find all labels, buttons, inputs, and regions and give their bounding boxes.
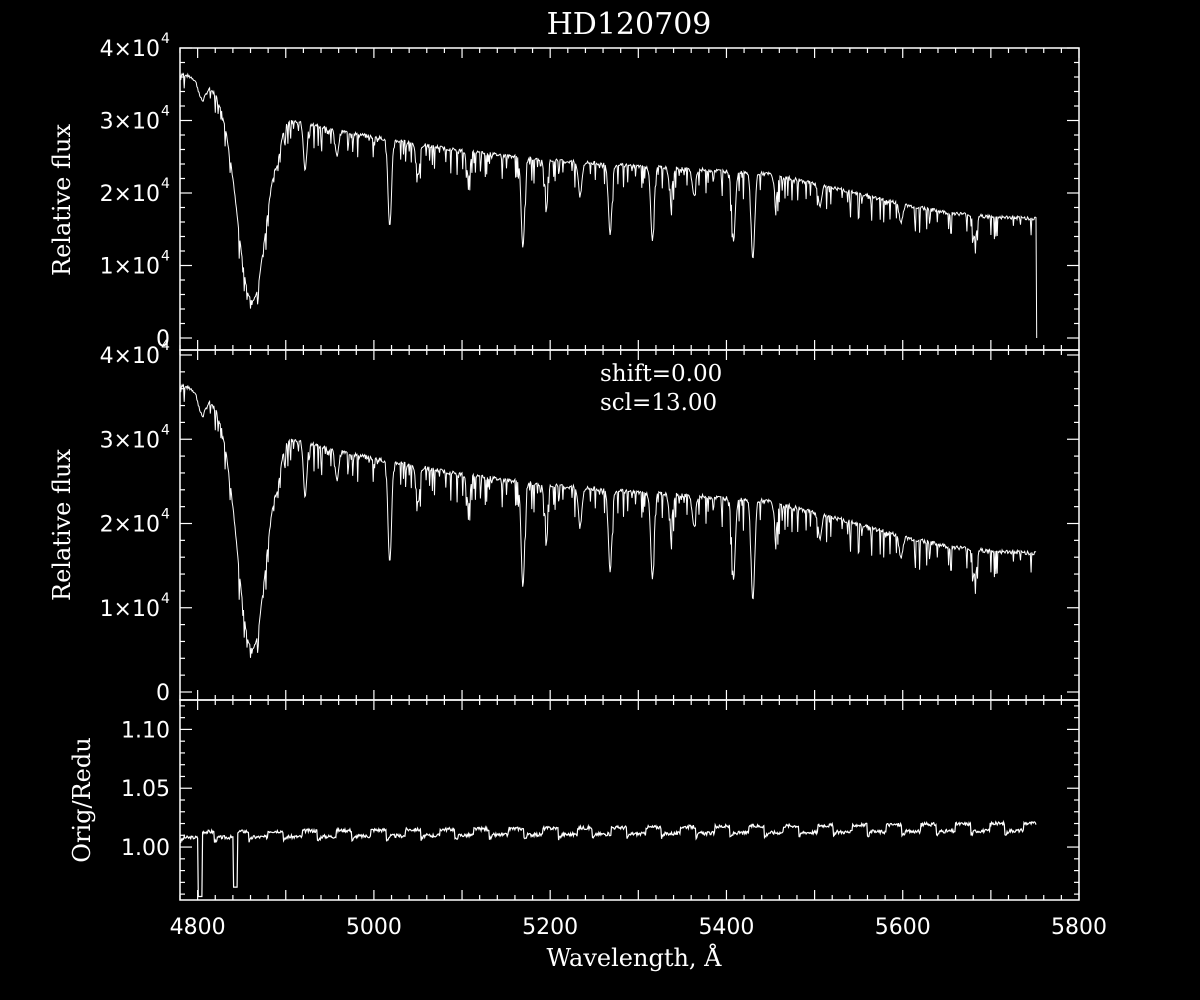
y-tick-label: 2×10	[100, 513, 160, 538]
y-tick-label: 0	[156, 681, 170, 706]
x-axis-label: Wavelength, Å	[546, 943, 722, 972]
y-tick-label-exponent: 4	[161, 31, 170, 47]
y-tick-label-exponent: 4	[161, 249, 170, 265]
y-tick-label: 0	[156, 327, 170, 352]
x-tick-label: 5000	[346, 915, 402, 940]
y-tick-label: 3×10	[100, 110, 160, 135]
panel-frame-1	[179, 47, 1080, 351]
spectrum-series-p2	[179, 383, 1037, 658]
y-tick-label-exponent: 4	[161, 507, 170, 523]
x-tick-label: 5400	[698, 915, 754, 940]
chart-title: HD120709	[547, 7, 712, 42]
y-tick-label-exponent: 4	[161, 176, 170, 192]
x-tick-label: 5800	[1051, 915, 1107, 940]
x-tick-label: 5200	[522, 915, 578, 940]
ratio-series	[179, 819, 1037, 898]
y-tick-label: 4×10	[100, 37, 160, 62]
y-tick-label: 1×10	[100, 597, 160, 622]
y-axis-label-p1: Relative flux	[48, 124, 76, 276]
y-axis-label-p2: Relative flux	[48, 449, 76, 601]
y-tick-label-exponent: 4	[161, 104, 170, 120]
y-tick-label: 1.05	[121, 777, 170, 802]
y-tick-label-exponent: 4	[161, 338, 170, 354]
y-tick-label: 1.00	[121, 836, 170, 861]
y-tick-label: 3×10	[100, 428, 160, 453]
y-tick-label-exponent: 4	[161, 422, 170, 438]
y-tick-label: 4×10	[100, 344, 160, 369]
y-tick-label: 1.10	[121, 718, 170, 743]
annotation-shift: shift=0.00	[600, 361, 722, 387]
y-tick-label: 2×10	[100, 182, 160, 207]
x-tick-label: 4800	[170, 915, 226, 940]
x-tick-label: 5600	[875, 915, 931, 940]
y-axis-label-p3: Orig/Redu	[68, 737, 96, 862]
y-tick-label-exponent: 4	[161, 591, 170, 607]
annotation-scale: scl=13.00	[600, 390, 717, 416]
y-tick-label: 1×10	[100, 255, 160, 280]
spectrum-series-p1	[179, 72, 1038, 339]
panel-frame-3	[179, 699, 1080, 901]
